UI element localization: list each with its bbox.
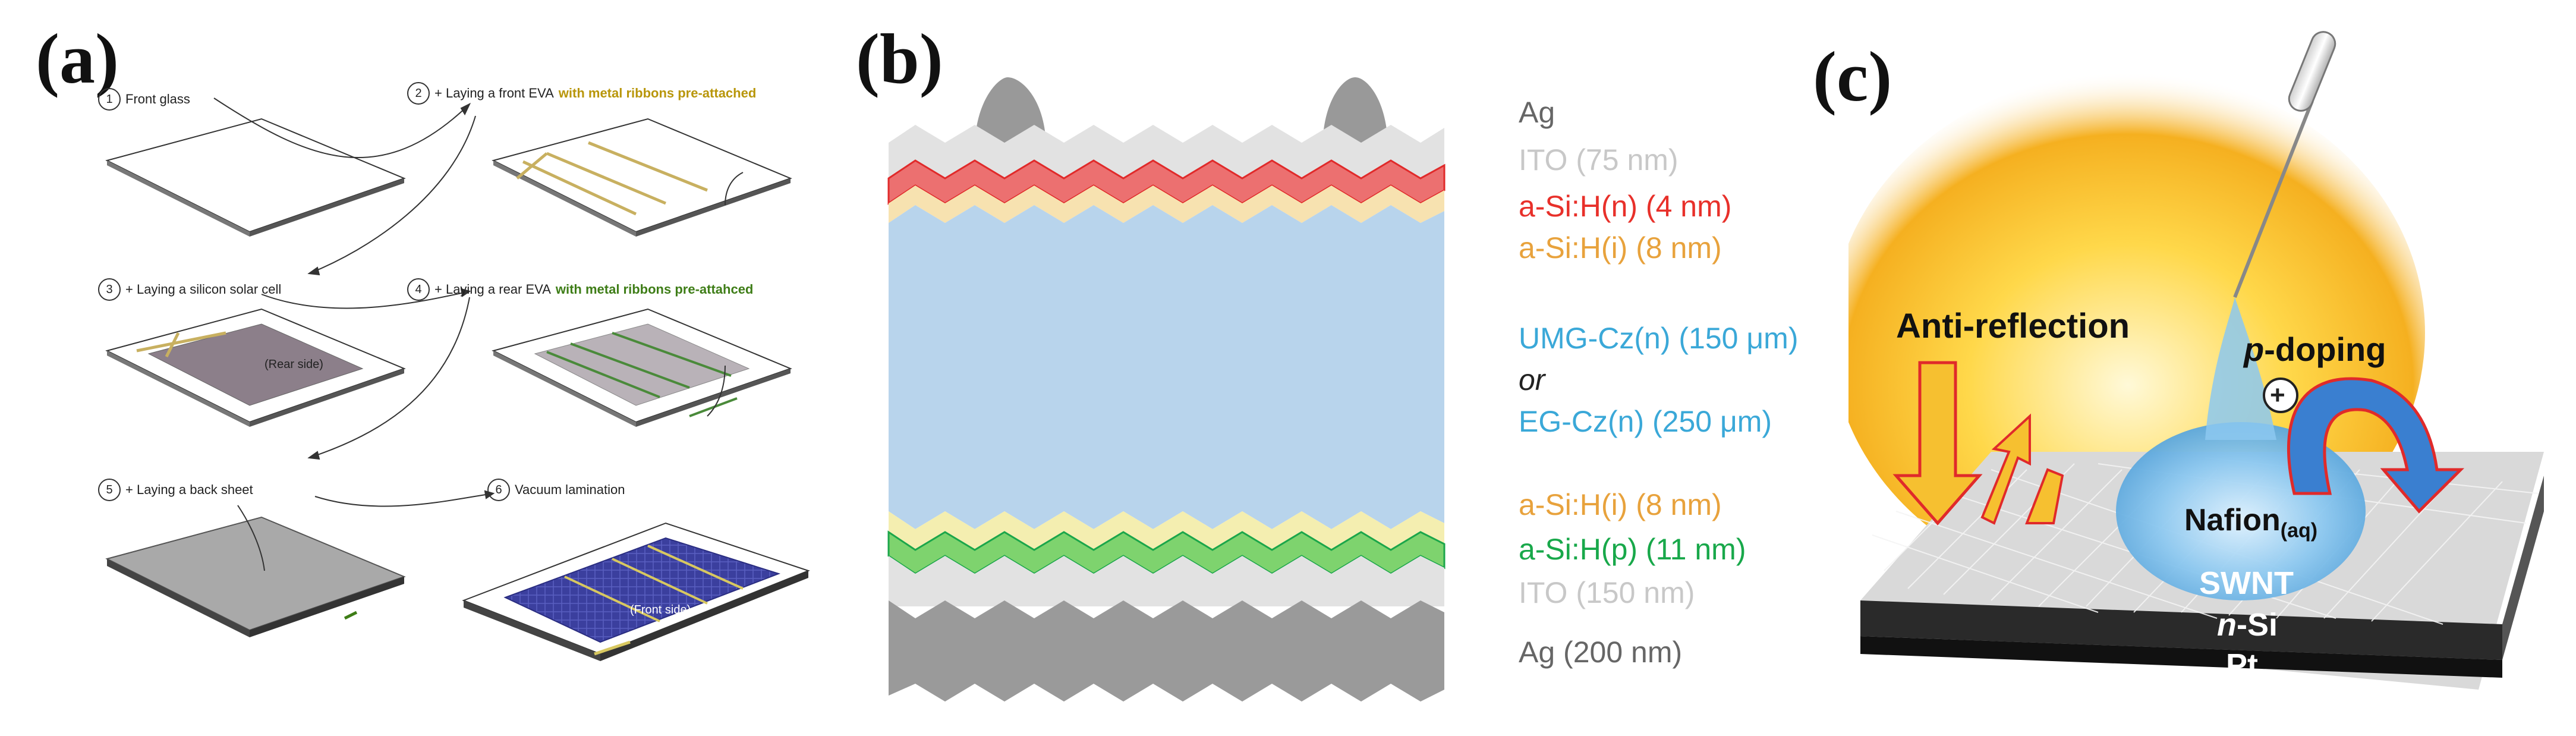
step-number: 6 bbox=[487, 479, 510, 501]
step-text: Vacuum lamination bbox=[515, 482, 625, 497]
p-doping-label: p-doping bbox=[2244, 330, 2386, 369]
layer-label-ag-bottom: Ag (200 nm) bbox=[1519, 636, 1683, 669]
ito-bottom-layer bbox=[889, 556, 1444, 606]
nafion-text: Nafion bbox=[2184, 503, 2281, 537]
swnt-label: SWNT bbox=[2199, 565, 2294, 601]
a-si-i-bottom-layer bbox=[889, 511, 1444, 550]
layer-label-a-si-p: a-Si:H(p) (11 nm) bbox=[1519, 533, 1746, 566]
step-text: + Laying a back sheet bbox=[125, 482, 253, 497]
a-si-i-top-layer bbox=[889, 185, 1444, 223]
n-si-rest: -Si bbox=[2237, 607, 2278, 643]
nafion-subscript: (aq) bbox=[2280, 519, 2318, 542]
layer-label-a-si-n: a-Si:H(n) (4 nm) bbox=[1519, 190, 1732, 223]
layer-label-ito-top: ITO (75 nm) bbox=[1519, 143, 1679, 177]
step-number: 5 bbox=[98, 479, 121, 501]
ag-bottom-layer bbox=[889, 600, 1444, 702]
step-highlight: with metal ribbons pre-attahced bbox=[555, 282, 754, 297]
panel-a-illustration bbox=[105, 97, 810, 661]
step-highlight: with metal ribbons pre-attached bbox=[558, 86, 757, 100]
silicon-cell-sheet bbox=[105, 308, 406, 427]
panel-c-label: (c) bbox=[1813, 37, 1892, 116]
p-doping-p: p bbox=[2244, 331, 2265, 368]
panel-b-label: (b) bbox=[856, 19, 943, 98]
step-2-label: 2 + Laying a front EVA with metal ribbon… bbox=[407, 82, 756, 105]
step-number: 2 bbox=[407, 82, 430, 105]
nafion-label: Nafion(aq) bbox=[2184, 502, 2317, 542]
front-side-label: (Front side) bbox=[630, 603, 691, 617]
step-number: 1 bbox=[98, 88, 121, 111]
p-doping-arrow bbox=[2263, 377, 2465, 514]
layer-label-or: or bbox=[1519, 363, 1545, 397]
process-arrows bbox=[213, 97, 744, 571]
step-1-label: 1 Front glass bbox=[98, 88, 190, 111]
layer-label-ito-bottom: ITO (150 nm) bbox=[1519, 576, 1695, 609]
layer-label-a-si-i-bottom: a-Si:H(i) (8 nm) bbox=[1519, 488, 1722, 521]
front-eva-sheet bbox=[492, 118, 792, 237]
layer-label-eg-cz: EG-Cz(n) (250 μm) bbox=[1519, 405, 1772, 438]
pt-label: Pt bbox=[2226, 647, 2258, 683]
step-text: + Laying a silicon solar cell bbox=[125, 282, 282, 297]
step-6-label: 6 Vacuum lamination bbox=[487, 479, 625, 501]
nafion-drip bbox=[2205, 297, 2276, 440]
n-si-n: n bbox=[2217, 607, 2237, 643]
step-4-label: 4 + Laying a rear EVA with metal ribbons… bbox=[407, 278, 753, 301]
panel-c-device-illustration bbox=[1848, 31, 2544, 690]
rear-side-label: (Rear side) bbox=[264, 358, 323, 371]
step-number: 4 bbox=[407, 278, 430, 301]
plus-charge-icon bbox=[2263, 378, 2298, 413]
layer-label-a-si-i-top: a-Si:H(i) (8 nm) bbox=[1519, 231, 1722, 265]
n-si-label: n-Si bbox=[2217, 606, 2278, 643]
p-doping-rest: -doping bbox=[2264, 331, 2386, 368]
step-number: 3 bbox=[98, 278, 121, 301]
anti-reflection-arrows bbox=[1892, 361, 2064, 526]
plus-charge-label: + bbox=[2270, 380, 2285, 410]
rear-eva-sheet bbox=[492, 308, 792, 427]
step-5-label: 5 + Laying a back sheet bbox=[98, 479, 253, 501]
step-text: + Laying a front EVA bbox=[434, 86, 554, 100]
laminated-module bbox=[462, 522, 810, 661]
back-sheet bbox=[105, 516, 406, 637]
front-glass-sheet bbox=[105, 118, 406, 237]
pipette bbox=[2233, 31, 2336, 298]
anti-reflection-label: Anti-reflection bbox=[1896, 307, 2130, 345]
layer-label-umg-cz: UMG-Cz(n) (150 μm) bbox=[1519, 322, 1799, 355]
step-text: Front glass bbox=[125, 92, 190, 106]
layer-label-ag-top: Ag bbox=[1519, 96, 1555, 129]
bulk-si-wafer bbox=[889, 205, 1444, 529]
panel-b-cross-section bbox=[887, 77, 1446, 702]
step-3-label: 3 + Laying a silicon solar cell bbox=[98, 278, 281, 301]
panel-a-label: (a) bbox=[36, 19, 119, 98]
step-text: + Laying a rear EVA bbox=[434, 282, 551, 297]
